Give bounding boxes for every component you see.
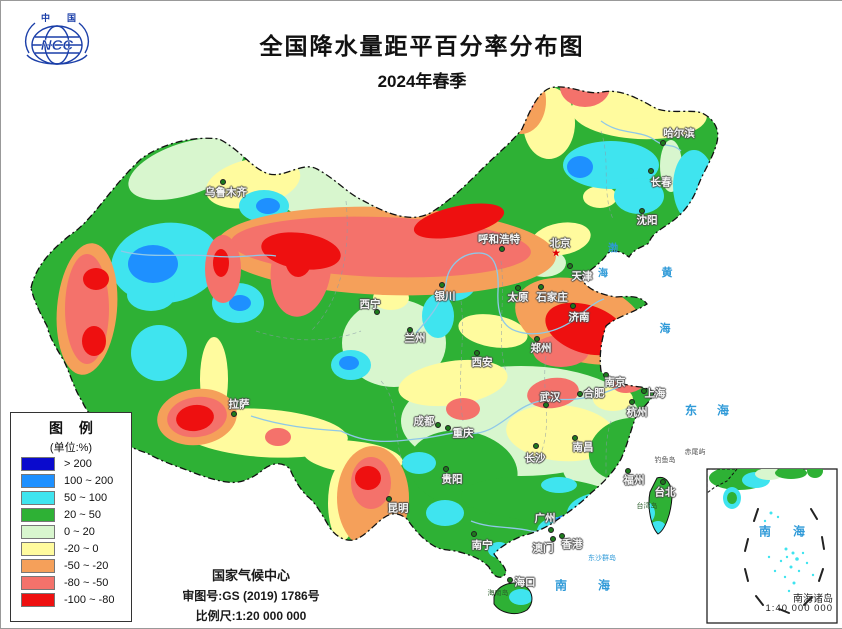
rivers <box>120 120 682 534</box>
legend-label: 0 ~ 20 <box>64 525 95 538</box>
legend-item: -20 ~ 0 <box>11 540 131 557</box>
legend-item: 100 ~ 200 <box>11 472 131 489</box>
taiwan-outline <box>648 476 673 535</box>
inset-scale: 1:40 000 000 <box>765 603 833 614</box>
approval-number: 审图号:GS (2019) 1786号 <box>182 589 320 603</box>
legend-label: > 200 <box>64 457 92 470</box>
legend-swatch <box>21 592 55 607</box>
province-boundaries <box>255 130 614 502</box>
legend-swatch <box>21 524 55 539</box>
legend-label: -50 ~ -20 <box>64 559 109 572</box>
legend-label: -20 ~ 0 <box>64 542 99 555</box>
legend-label: 100 ~ 200 <box>64 474 114 487</box>
legend-item: > 200 <box>11 455 131 472</box>
page-subtitle: 2024年春季 <box>377 72 467 91</box>
legend-unit: (单位:%) <box>49 442 93 454</box>
legend-label: 50 ~ 100 <box>64 491 108 504</box>
legend-item: 50 ~ 100 <box>11 489 131 506</box>
legend-swatch <box>21 456 55 471</box>
nine-dash-line <box>744 508 825 614</box>
laurel-left-icon <box>24 22 36 54</box>
inset-islands-specks <box>763 511 815 593</box>
legend-swatch <box>21 507 55 522</box>
logo-country-right: 国 <box>67 13 76 23</box>
logo-country-left: 中 <box>41 12 50 23</box>
map-attribution: 国家气候中心 审图号:GS (2019) 1786号 比例尺:1:20 000 … <box>151 565 351 624</box>
legend-label: -80 ~ -50 <box>64 576 109 589</box>
map-legend: 图 例 (单位:%) > 200 100 ~ 200 50 ~ 100 20 ~ 50… <box>10 412 132 622</box>
legend-item: -50 ~ -20 <box>11 557 131 574</box>
legend-rows: > 200 100 ~ 200 50 ~ 100 20 ~ 50 0 ~ 20 -20 ~… <box>11 455 131 608</box>
inset-caption: 南海诸岛 <box>793 594 833 605</box>
legend-swatch <box>21 473 55 488</box>
legend-swatch <box>21 558 55 573</box>
laurel-right-icon <box>78 22 90 54</box>
legend-label: 20 ~ 50 <box>64 508 102 521</box>
south-china-sea-inset <box>706 468 838 624</box>
legend-item: -80 ~ -50 <box>11 574 131 591</box>
legend-item: -100 ~ -80 <box>11 591 131 608</box>
legend-swatch <box>21 490 55 505</box>
hainan-outline <box>493 582 533 615</box>
page-title: 全国降水量距平百分率分布图 <box>259 33 585 59</box>
legend-swatch <box>21 575 55 590</box>
legend-item: 20 ~ 50 <box>11 506 131 523</box>
ncc-logo: 中 国 NCC <box>24 12 90 65</box>
national-boundary <box>30 86 719 578</box>
logo-abbr: NCC <box>41 37 75 54</box>
legend-swatch <box>21 541 55 556</box>
legend-label: -100 ~ -80 <box>64 593 115 606</box>
org-name: 国家气候中心 <box>211 568 290 583</box>
legend-item: 0 ~ 20 <box>11 523 131 540</box>
legend-title: 图 例 <box>49 420 99 436</box>
map-scale: 比例尺:1:20 000 000 <box>195 609 307 623</box>
